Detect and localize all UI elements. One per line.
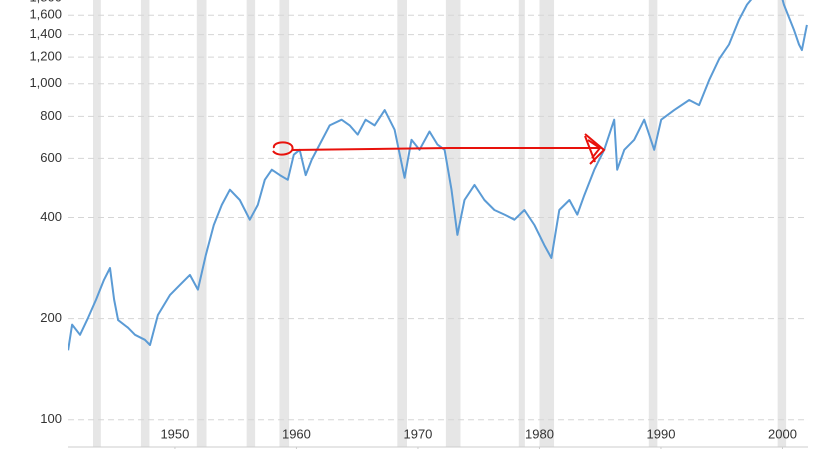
x-tick-label: 1970 [403, 426, 432, 441]
recession-band [397, 0, 408, 447]
recession-bands [93, 0, 787, 447]
y-tick-label: 100 [40, 411, 62, 426]
recession-band [93, 0, 101, 447]
recession-band [279, 0, 290, 447]
y-tick-label: 1,600 [29, 7, 62, 22]
recession-band [539, 0, 555, 447]
x-tick-label: 1990 [647, 426, 676, 441]
recession-band [777, 0, 787, 447]
y-tick-label: 600 [40, 150, 62, 165]
recession-band [648, 0, 658, 447]
recession-band [140, 0, 150, 447]
price-line [68, 0, 808, 351]
y-tick-label: 200 [40, 310, 62, 325]
y-tick-label: 400 [40, 209, 62, 224]
x-tick-label: 1960 [282, 426, 311, 441]
recession-band [246, 0, 256, 447]
y-tick-label: 1,400 [29, 26, 62, 41]
x-tick-label: 1980 [525, 426, 554, 441]
x-tick-label: 2000 [768, 426, 797, 441]
plot [68, 0, 808, 351]
x-tick-label: 1950 [160, 426, 189, 441]
y-tick-label: 1,000 [29, 75, 62, 90]
annotation-arrow [291, 147, 600, 151]
y-tick-label: 1,200 [29, 49, 62, 64]
y-tick-label: 1,800 [29, 0, 62, 4]
annotation-circle [272, 141, 294, 156]
grid [68, 14, 808, 421]
y-tick-label: 800 [40, 108, 62, 123]
annotation-arrowhead [584, 133, 606, 165]
annotation [272, 133, 606, 165]
recession-band [445, 0, 461, 447]
recession-band [518, 0, 525, 447]
recession-band [196, 0, 207, 447]
